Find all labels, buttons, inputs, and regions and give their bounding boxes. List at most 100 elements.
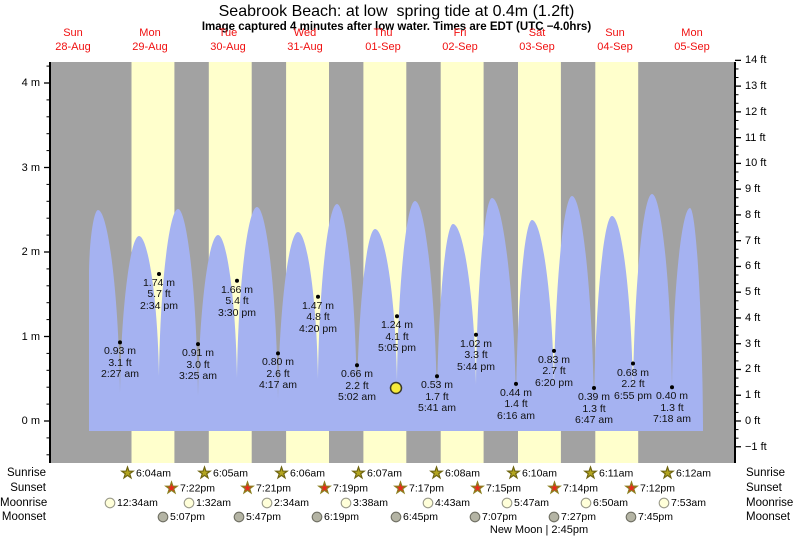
low-tide-label: 0.44 m 1.4 ft 6:16 am [497, 387, 535, 423]
moonset-circle-icon [233, 511, 245, 522]
moonset-circle-icon [548, 511, 560, 522]
low-tide-height-ft: 1.7 ft [425, 390, 449, 403]
sunset-time: 7:22pm [180, 482, 216, 494]
low-tide-height-ft: 1.3 ft [660, 401, 684, 414]
sunrise-row-label-right: Sunrise [746, 467, 785, 479]
moonset-row-label-left: Moonset [1, 510, 46, 523]
moonset-time: 7:27pm [561, 510, 597, 523]
sunset-event: 7:17pm [393, 480, 445, 496]
low-tide-height-ft: 3.0 ft [186, 358, 210, 371]
sunset-star-icon [624, 480, 639, 495]
low-tide-dot [276, 351, 280, 356]
moonrise-event: 5:47am [501, 497, 549, 509]
sunset-time: 7:21pm [256, 482, 292, 494]
moonrise-row-label-right: Moonrise [746, 496, 793, 509]
right-axis-label: −1 ft [745, 440, 767, 453]
low-tide-label: 1.47 m 4.8 ft 4:20 pm [299, 300, 337, 336]
low-tide-height-m: 0.91 m [181, 347, 215, 360]
right-axis-label: 3 ft [745, 337, 761, 350]
low-tide-label: 0.39 m 1.3 ft 6:47 am [575, 392, 613, 427]
day-label: Mon 05-Sep [674, 27, 709, 54]
low-tide-height-m: 0.68 m [616, 366, 650, 379]
moonrise-row-label-left: Moonrise [0, 496, 48, 509]
low-tide-time: 6:16 am [497, 409, 535, 422]
day-name: Mon [681, 27, 703, 39]
moonrise-event: 6:50am [580, 497, 628, 509]
low-tide-time: 2:27 am [101, 368, 139, 381]
moonrise-circle-icon [501, 497, 513, 508]
sunset-star-icon [240, 480, 255, 495]
low-tide-height-m: 0.40 m [655, 390, 689, 403]
sunset-row-label-right: Sunset [746, 482, 782, 494]
moonrise-event: 1:32am [183, 497, 231, 509]
low-tide-height-m: 0.53 m [420, 379, 454, 392]
low-tide-time: 4:17 am [259, 379, 297, 392]
day-name: Tue [218, 27, 238, 39]
low-tide-height-m: 1.66 m [220, 283, 254, 296]
moonset-time: 5:47pm [246, 510, 282, 523]
sunset-event: 7:12pm [624, 480, 675, 496]
low-tide-label: 0.91 m 3.0 ft 3:25 am [179, 348, 217, 383]
low-tide-height-ft: 2.2 ft [621, 378, 645, 391]
moonrise-circle-icon [183, 497, 195, 508]
low-tide-height-m: 0.66 m [340, 368, 374, 381]
moonrise-circle-icon [340, 497, 352, 508]
low-tide-dot [514, 381, 518, 386]
low-tide-time: 2:34 pm [140, 299, 178, 312]
sunset-star-icon [547, 480, 562, 495]
sunrise-event: 6:12am [660, 465, 711, 481]
right-axis-label: 4 ft [745, 311, 761, 324]
sunrise-time: 6:06am [290, 467, 326, 479]
right-axis-label: 6 ft [745, 260, 761, 273]
day-name: Wed [293, 27, 317, 39]
low-tide-dot [316, 294, 320, 299]
low-tide-label: 1.66 m 5.4 ft 3:30 pm [218, 283, 256, 320]
day-label: Thu 01-Sep [365, 27, 400, 54]
sunset-time: 7:19pm [333, 482, 369, 494]
sunrise-time: 6:05am [213, 467, 249, 479]
right-axis-label: 8 ft [745, 208, 761, 221]
low-tide-time: 6:20 pm [535, 376, 573, 389]
low-tide-label: 0.53 m 1.7 ft 5:41 am [418, 380, 456, 415]
moonrise-time: 1:32am [196, 496, 232, 509]
moonset-event: 5:07pm [157, 511, 205, 523]
right-axis-label: 1 ft [745, 389, 761, 402]
moonrise-time: 5:47am [514, 496, 550, 509]
day-date: 30-Aug [210, 40, 246, 53]
low-tide-height-ft: 1.4 ft [504, 398, 528, 411]
sunset-event: 7:21pm [240, 480, 292, 496]
moonset-event: 7:45pm [625, 511, 673, 523]
sunset-event: 7:19pm [317, 480, 369, 496]
low-tide-label: 0.40 m 1.3 ft 7:18 am [653, 391, 691, 426]
moonrise-time: 12:34am [117, 496, 158, 509]
right-axis-label: 14 ft [745, 54, 767, 67]
moonrise-event: 4:43am [422, 497, 470, 509]
right-axis-label: 9 ft [745, 183, 761, 196]
sunset-event: 7:15pm [470, 480, 521, 496]
sunset-time: 7:17pm [409, 482, 445, 494]
low-tide-height-m: 1.02 m [459, 337, 493, 350]
low-tide-height-ft: 5.4 ft [225, 295, 249, 308]
low-tide-dot [670, 385, 674, 390]
sunset-star-icon [393, 480, 408, 495]
left-axis-label: 4 m [21, 77, 40, 89]
chart-subtitle: Image captured 4 minutes after low water… [201, 21, 592, 33]
day-name: Thu [373, 27, 393, 39]
left-axis-label: 3 m [21, 161, 40, 174]
moonrise-circle-icon [104, 497, 116, 508]
sunrise-event: 6:11am [583, 465, 633, 481]
moonset-event: 7:27pm [548, 511, 596, 523]
moonset-time: 6:45pm [403, 510, 439, 523]
low-tide-time: 6:55 pm [614, 389, 652, 402]
low-tide-height-ft: 2.2 ft [345, 379, 369, 392]
moonset-circle-icon [390, 511, 402, 522]
new-moon-label: New Moon | 2:45pm [489, 523, 589, 536]
day-label: Wed 31-Aug [287, 27, 322, 54]
day-name: Sun [605, 27, 625, 39]
sunrise-star-icon [583, 465, 598, 480]
right-axis-label: 2 ft [745, 363, 761, 376]
day-label: Fri 02-Sep [442, 27, 477, 54]
low-tide-time: 3:25 am [179, 370, 217, 383]
low-tide-dot [395, 314, 399, 319]
low-tide-height-m: 1.74 m [142, 276, 176, 289]
